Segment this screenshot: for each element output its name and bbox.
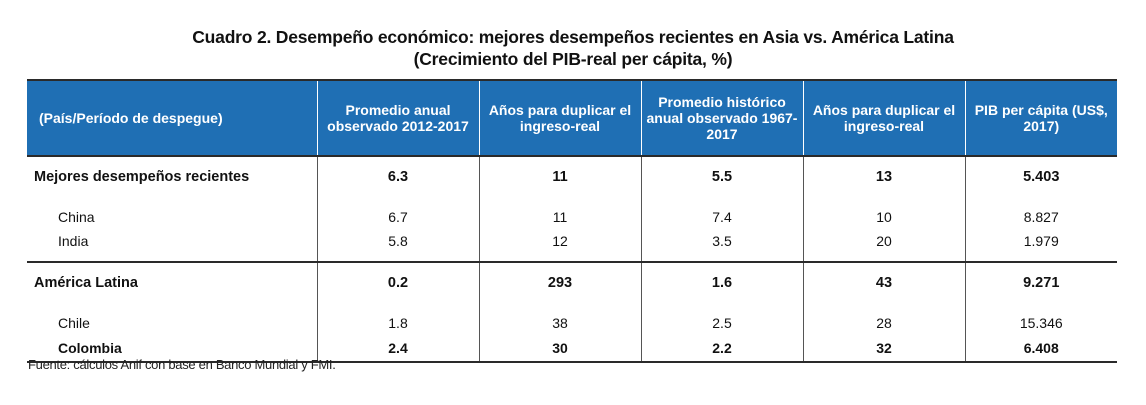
header-years-double-1: Años para duplicar el ingreso-real <box>479 79 642 157</box>
table-cell: 20 <box>803 229 966 253</box>
table-cell: 3.5 <box>641 229 804 253</box>
data-table: (País/Período de despegue) Promedio anua… <box>27 79 1117 363</box>
header-avg-2012-2017: Promedio anual observado 2012-2017 <box>317 79 480 157</box>
table-cell: 2.2 <box>641 335 804 363</box>
spacer-row <box>27 303 1117 311</box>
table-cell: 43 <box>803 261 966 303</box>
table-subtitle: (Crecimiento del PIB-real per cápita, %) <box>413 49 733 69</box>
header-gdp-per-capita: PIB per cápita (US$, 2017) <box>965 79 1117 157</box>
table-cell: 293 <box>479 261 642 303</box>
group-row: América Latina 0.2 293 1.6 43 9.271 <box>27 261 1117 303</box>
table-cell: 5.8 <box>317 229 480 253</box>
spacer-row <box>27 253 1117 262</box>
table-cell: 10 <box>803 205 966 229</box>
table-cell: 2.4 <box>317 335 480 363</box>
group-row: Mejores desempeños recientes 6.3 11 5.5 … <box>27 156 1117 197</box>
country-name: Colombia <box>27 335 318 363</box>
country-name: China <box>27 205 318 229</box>
table-cell: 32 <box>803 335 966 363</box>
table-cell: 6.408 <box>965 335 1117 363</box>
table-cell: 9.271 <box>965 261 1117 303</box>
table-cell: 13 <box>803 156 966 197</box>
table-cell: 15.346 <box>1019 315 1063 331</box>
table-cell: 30 <box>479 335 642 363</box>
country-name: India <box>27 229 318 253</box>
header-avg-1967-2017: Promedio histórico anual observado 1967-… <box>641 79 804 157</box>
table-cell: 7.4 <box>641 205 804 229</box>
source-note: Fuente: cálculos Anif con base en Banco … <box>28 357 336 372</box>
table-cell: 6.7 <box>317 205 480 229</box>
spacer-row <box>27 197 1117 205</box>
table-row: China 6.7 11 7.4 10 8.827 <box>27 205 1117 229</box>
table-cell: 12 <box>479 229 642 253</box>
header-years-double-2: Años para duplicar el ingreso-real <box>803 79 966 157</box>
header-country-period: (País/Período de despegue) <box>27 79 318 157</box>
table-cell: 1.979 <box>1023 233 1059 249</box>
table-row: India 5.8 12 3.5 20 1.979 <box>27 229 1117 253</box>
table-cell: 1.6 <box>641 261 804 303</box>
table-row: Chile 1.8 38 2.5 28 15.346 <box>27 311 1117 335</box>
table-row: Colombia 2.4 30 2.2 32 6.408 <box>27 335 1117 363</box>
table-cell: 5.403 <box>1023 169 1060 185</box>
table-cell: 28 <box>803 311 966 335</box>
table-cell: 2.5 <box>641 311 804 335</box>
header-row: (País/Período de despegue) Promedio anua… <box>27 79 1117 157</box>
table-cell: 1.8 <box>317 311 480 335</box>
table-cell: 5.5 <box>641 156 804 197</box>
table-cell: 11 <box>479 156 642 197</box>
table-cell: 8.827 <box>1023 209 1059 225</box>
country-name: Chile <box>27 311 318 335</box>
group-name: Mejores desempeños recientes <box>27 156 318 197</box>
group-name: América Latina <box>27 261 318 303</box>
table-cell: 0.2 <box>317 261 480 303</box>
table-title: Cuadro 2. Desempeño económico: mejores d… <box>192 27 954 47</box>
table-cell: 6.3 <box>317 156 480 197</box>
table-cell: 11 <box>479 205 642 229</box>
table-cell: 38 <box>479 311 642 335</box>
